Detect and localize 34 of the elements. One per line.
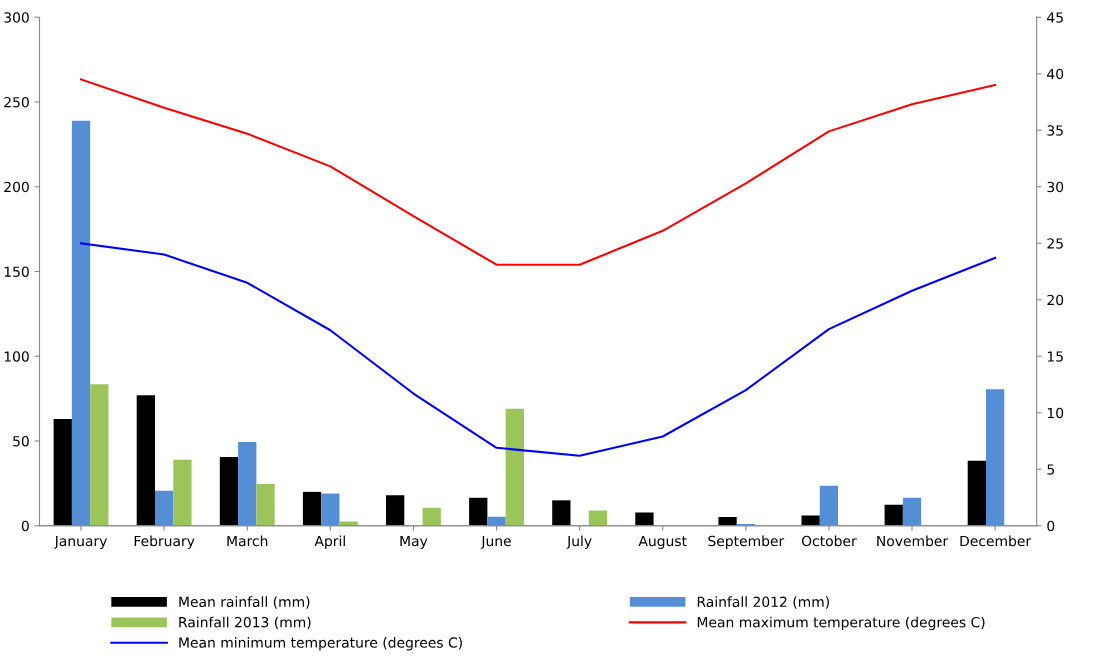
y2-tick-label: 15 [1047,351,1063,362]
legend-label: Mean minimum temperature (degrees C) [179,637,462,651]
x-tick-label: June [480,535,511,549]
x-tick-label: October [801,535,857,547]
x-tick-label: May [400,535,428,549]
y2-tick-label: 5 [1047,464,1055,475]
y2-tick-label: 0 [1047,520,1055,532]
legend-label: Mean maximum temperature (degrees C) [697,616,985,631]
x-tick-label: April [314,535,345,549]
y2-tick-label: 35 [1047,125,1063,136]
y-tick-label: 150 [4,266,29,277]
y-tick-label: 0 [21,520,29,532]
y2-tick-label: 25 [1047,238,1063,249]
x-tick-label: December [960,535,1032,547]
y2-tick-label: 20 [1047,294,1064,306]
x-tick-label: September [708,535,785,549]
y2-tick-label: 40 [1047,68,1064,80]
x-tick-label: August [638,535,687,549]
y-tick-label: 200 [4,181,29,193]
y2-tick-label: 30 [1047,181,1064,193]
x-tick-label: July [566,535,592,549]
legend-label: Rainfall 2012 (mm) [697,596,829,609]
y2-tick-label: 10 [1047,407,1064,419]
x-tick-label: November [877,535,949,547]
legend-label: Rainfall 2013 (mm) [179,616,311,630]
y-tick-label: 250 [4,96,29,108]
y2-tick-label: 45 [1047,12,1063,23]
x-tick-label: February [134,535,195,549]
x-tick-label: January [54,535,107,549]
y-tick-label: 300 [4,12,29,23]
y-tick-label: 50 [13,435,29,447]
y-tick-label: 100 [4,351,29,362]
legend-label: Mean rainfall (mm) [179,596,310,609]
x-tick-label: March [227,535,268,547]
